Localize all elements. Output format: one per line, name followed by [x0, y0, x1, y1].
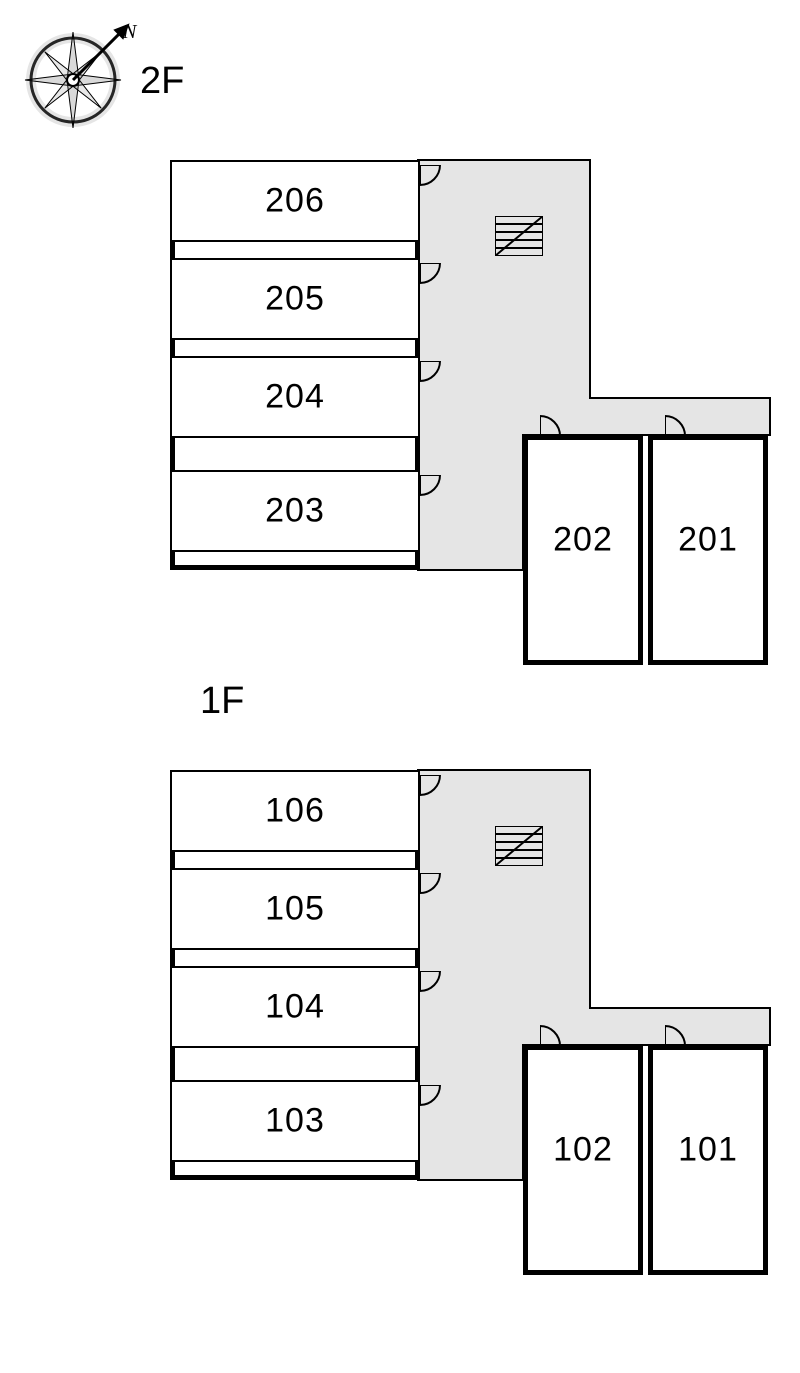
door-icon [420, 1085, 444, 1109]
room-label-105: 105 [265, 890, 325, 929]
floor-plan-canvas: N 2F 206 205 204 203 202 201 1F [0, 0, 800, 1373]
room-label-102: 102 [553, 1131, 613, 1170]
room-label-104: 104 [265, 988, 325, 1027]
room-label-106: 106 [265, 792, 325, 831]
room-label-101: 101 [678, 1131, 738, 1170]
door-icon [420, 775, 444, 799]
stairs-icon-1f [495, 826, 543, 866]
room-label-103: 103 [265, 1102, 325, 1141]
door-icon [665, 1022, 689, 1046]
door-icon [420, 971, 444, 995]
door-icon [420, 873, 444, 897]
door-icon [540, 1022, 564, 1046]
